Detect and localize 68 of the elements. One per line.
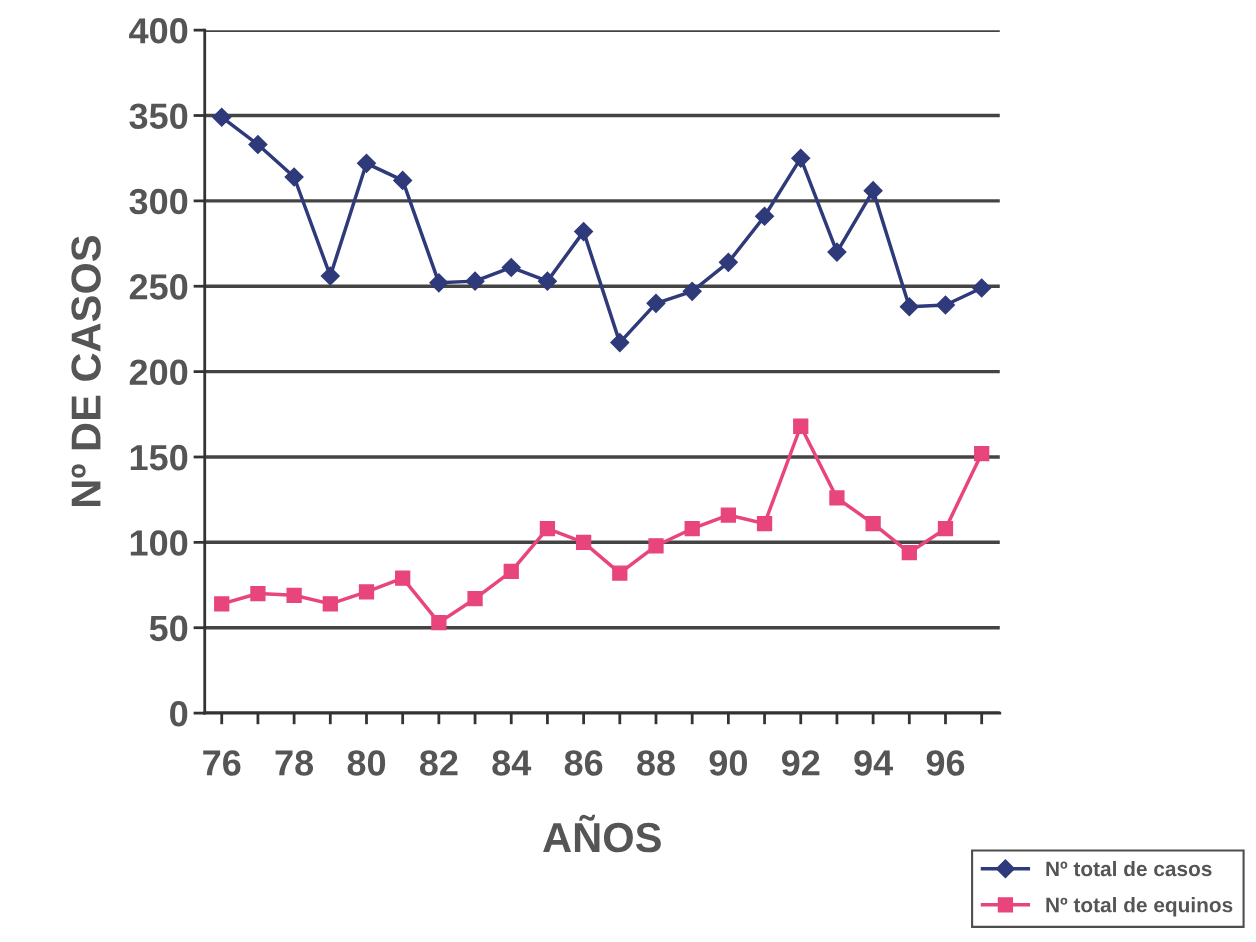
point — [899, 297, 919, 317]
point — [827, 242, 847, 262]
point — [250, 585, 266, 602]
point — [937, 521, 954, 537]
point — [212, 107, 232, 127]
y-tick-label: 200 — [129, 359, 188, 386]
point — [718, 252, 738, 272]
point — [865, 515, 881, 532]
point — [322, 596, 338, 612]
y-tick-label: 400 — [129, 18, 188, 44]
x-tick-label: 88 — [637, 750, 675, 776]
x-tick-label: 90 — [709, 750, 747, 776]
point — [503, 563, 519, 580]
point — [646, 293, 666, 313]
y-tick-label: 150 — [130, 444, 188, 471]
legend-label: Nº total de casos — [1046, 860, 1212, 877]
point — [574, 222, 594, 242]
point — [682, 281, 702, 301]
x-tick-label: 84 — [492, 750, 532, 776]
point — [974, 445, 990, 462]
x-tick-label: 96 — [926, 750, 965, 776]
point — [356, 153, 377, 173]
point — [935, 295, 956, 315]
y-tick-label: 300 — [129, 188, 188, 215]
x-tick-label: 82 — [419, 750, 458, 776]
x-tick-label: 86 — [564, 750, 603, 776]
point — [648, 538, 664, 554]
x-tick-label: 78 — [275, 750, 314, 776]
y-tick-label: 350 — [129, 103, 188, 129]
point — [755, 206, 775, 226]
point — [575, 534, 592, 550]
y-tick-label: 100 — [130, 530, 188, 556]
point — [863, 181, 883, 201]
point — [467, 591, 483, 607]
point — [901, 544, 917, 561]
y-tick-label: 250 — [129, 274, 188, 300]
x-axis-title: AÑOS — [543, 814, 661, 853]
point — [610, 333, 630, 353]
point — [612, 565, 628, 581]
point — [395, 570, 411, 586]
y-tick-label: 0 — [170, 700, 188, 727]
y-tick-label: 50 — [149, 615, 188, 642]
x-tick-label: 76 — [203, 750, 241, 776]
point — [393, 170, 413, 190]
point — [684, 521, 700, 537]
point — [793, 418, 809, 434]
x-tick-label: 94 — [854, 750, 894, 776]
point — [791, 148, 811, 168]
point — [358, 584, 375, 600]
point — [829, 490, 845, 506]
x-tick-label: 80 — [347, 750, 386, 776]
point — [720, 507, 737, 523]
point — [537, 271, 557, 291]
point — [972, 278, 992, 298]
point — [501, 257, 521, 278]
point — [320, 266, 340, 286]
point — [465, 271, 485, 291]
point — [286, 587, 302, 603]
point — [284, 167, 304, 187]
y-axis-title: Nº DE CASOS — [71, 235, 101, 507]
point — [756, 515, 773, 532]
point — [248, 135, 268, 155]
legend-label: Nº total de equinos — [1046, 897, 1233, 917]
x-tick-label: 92 — [781, 750, 820, 776]
point — [429, 273, 449, 293]
point — [539, 521, 556, 537]
point — [431, 614, 447, 631]
point — [214, 596, 230, 612]
